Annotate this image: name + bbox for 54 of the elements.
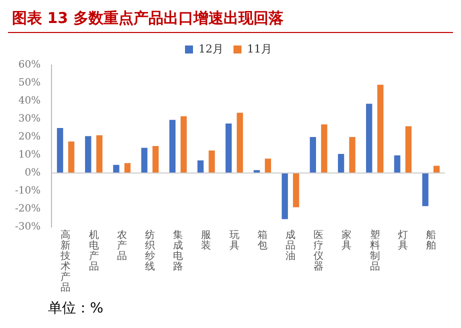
x-tick-label: 玩具 xyxy=(229,230,240,252)
x-tick-label: 服装 xyxy=(201,230,212,252)
bar xyxy=(141,148,148,173)
y-tick-label: 10% xyxy=(18,150,41,161)
bar xyxy=(422,173,428,206)
y-tick-label: -10% xyxy=(14,186,41,197)
x-tick-label: 船舶 xyxy=(426,230,436,252)
x-tick-label: 成品油 xyxy=(285,228,296,262)
bar xyxy=(310,137,316,173)
bar xyxy=(377,84,384,173)
x-tick-label: 高新技术产品 xyxy=(60,228,71,294)
text: 单位：% xyxy=(48,300,104,317)
bar xyxy=(349,137,356,173)
chart-title: 图表 13 多数重点产品出口增速出现回落 xyxy=(12,8,284,27)
bar xyxy=(366,104,372,173)
y-tick-label: 0% xyxy=(24,168,41,179)
x-tick-label: 集成电路 xyxy=(173,228,184,272)
y-tick-label: 50% xyxy=(18,78,41,89)
bar xyxy=(264,158,272,173)
bar xyxy=(68,142,74,173)
y-tick-label: 30% xyxy=(18,114,41,125)
x-tick-label: 纺织纱线 xyxy=(144,228,155,272)
x-tick-label: 家具 xyxy=(342,228,352,252)
x-tick-label: 箱包 xyxy=(257,230,268,252)
bar xyxy=(169,120,176,173)
legend-label: 12月 xyxy=(198,42,224,56)
bar xyxy=(236,112,243,173)
x-tick-label: 塑料制品 xyxy=(370,228,380,272)
legend-label: 11月 xyxy=(247,42,272,56)
bar xyxy=(292,173,300,208)
bar xyxy=(96,135,102,173)
bar xyxy=(394,155,400,173)
bar xyxy=(180,116,187,173)
bar xyxy=(56,128,64,173)
bar xyxy=(226,124,232,173)
x-tick-label: 灯具 xyxy=(398,228,408,252)
bar xyxy=(85,136,92,173)
bar xyxy=(124,163,131,173)
bar xyxy=(405,126,412,173)
y-tick-label: -30% xyxy=(14,222,41,233)
bar xyxy=(282,173,288,220)
bar xyxy=(338,154,344,173)
bar xyxy=(208,150,215,173)
x-tick-label: 医疗仪器 xyxy=(314,230,324,272)
y-tick-label: 60% xyxy=(18,60,41,71)
y-tick-label: -20% xyxy=(14,204,41,215)
x-tick-label: 农产品 xyxy=(116,230,127,262)
y-tick-label: 20% xyxy=(18,132,41,143)
bar xyxy=(113,164,120,173)
bar xyxy=(197,160,204,173)
y-tick-label: 40% xyxy=(18,96,41,107)
bar xyxy=(152,146,159,173)
x-tick-label: 机电产品 xyxy=(88,228,99,272)
bar xyxy=(321,124,328,173)
